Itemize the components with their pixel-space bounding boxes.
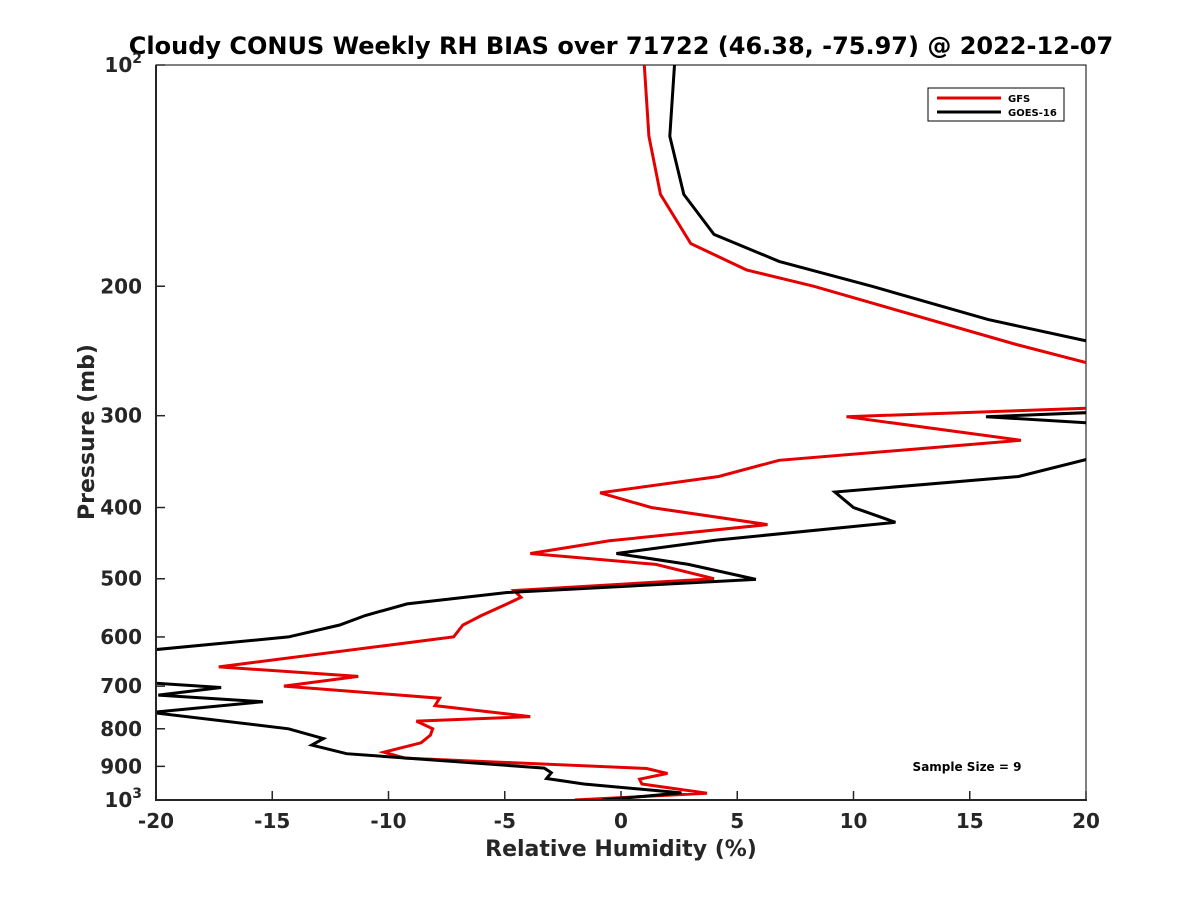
y-tick-label-base: 10 xyxy=(104,53,132,77)
legend: GFS GOES-16 xyxy=(927,87,1065,122)
y-tick-label-base: 300 xyxy=(100,404,142,428)
y-tick-label-base: 10 xyxy=(104,788,132,812)
y-tick-label: 300 xyxy=(100,404,142,428)
y-tick-label: 102 xyxy=(104,51,142,77)
y-tick-label-base: 500 xyxy=(100,567,142,591)
bottom-axis-line xyxy=(155,799,1087,801)
x-axis-label: Relative Humidity (%) xyxy=(485,837,757,862)
y-tick-label: 800 xyxy=(100,717,142,741)
y-tick-label-base: 400 xyxy=(100,496,142,520)
series-line-goes-16 xyxy=(156,65,1086,800)
y-tick-label-exponent: 3 xyxy=(132,786,142,802)
y-tick-label: 400 xyxy=(100,496,142,520)
y-tick-label-base: 600 xyxy=(100,625,142,649)
x-tick-label: -5 xyxy=(494,809,516,833)
x-tick-label: 10 xyxy=(840,809,868,833)
y-axis-label: Pressure (mb) xyxy=(75,344,100,520)
y-tick-label: 103 xyxy=(104,786,142,812)
chart-title: Cloudy CONUS Weekly RH BIAS over 71722 (… xyxy=(129,32,1113,60)
y-tick-label-base: 800 xyxy=(100,717,142,741)
plot-area xyxy=(155,64,1087,801)
x-tick-label: 20 xyxy=(1072,809,1100,833)
x-tick-label: -10 xyxy=(370,809,406,833)
x-tick-label: 15 xyxy=(956,809,984,833)
legend-box xyxy=(927,87,1065,122)
y-tick-label-exponent: 2 xyxy=(132,51,142,67)
series-line-gfs xyxy=(218,65,1086,800)
left-axis-line xyxy=(155,65,157,801)
y-tick-label: 200 xyxy=(100,274,142,298)
sample-size-annotation: Sample Size = 9 xyxy=(913,760,1022,774)
y-tick-label: 600 xyxy=(100,625,142,649)
y-tick-label: 700 xyxy=(100,674,142,698)
x-axis: -20 -15 -10 -5 0 5 10 15 20 xyxy=(138,791,1100,833)
series-layer xyxy=(156,65,1086,800)
x-tick-label: 5 xyxy=(730,809,744,833)
y-tick-label: 500 xyxy=(100,567,142,591)
legend-label-gfs: GFS xyxy=(1008,94,1030,105)
legend-label-goes-16: GOES-16 xyxy=(1008,108,1057,119)
x-tick-label: -15 xyxy=(254,809,290,833)
y-tick-label-base: 700 xyxy=(100,674,142,698)
y-tick-label-base: 200 xyxy=(100,274,142,298)
x-tick-label: 0 xyxy=(614,809,628,833)
x-tick-label: -20 xyxy=(138,809,174,833)
y-tick-label-base: 900 xyxy=(100,754,142,778)
y-tick-label: 900 xyxy=(100,754,142,778)
